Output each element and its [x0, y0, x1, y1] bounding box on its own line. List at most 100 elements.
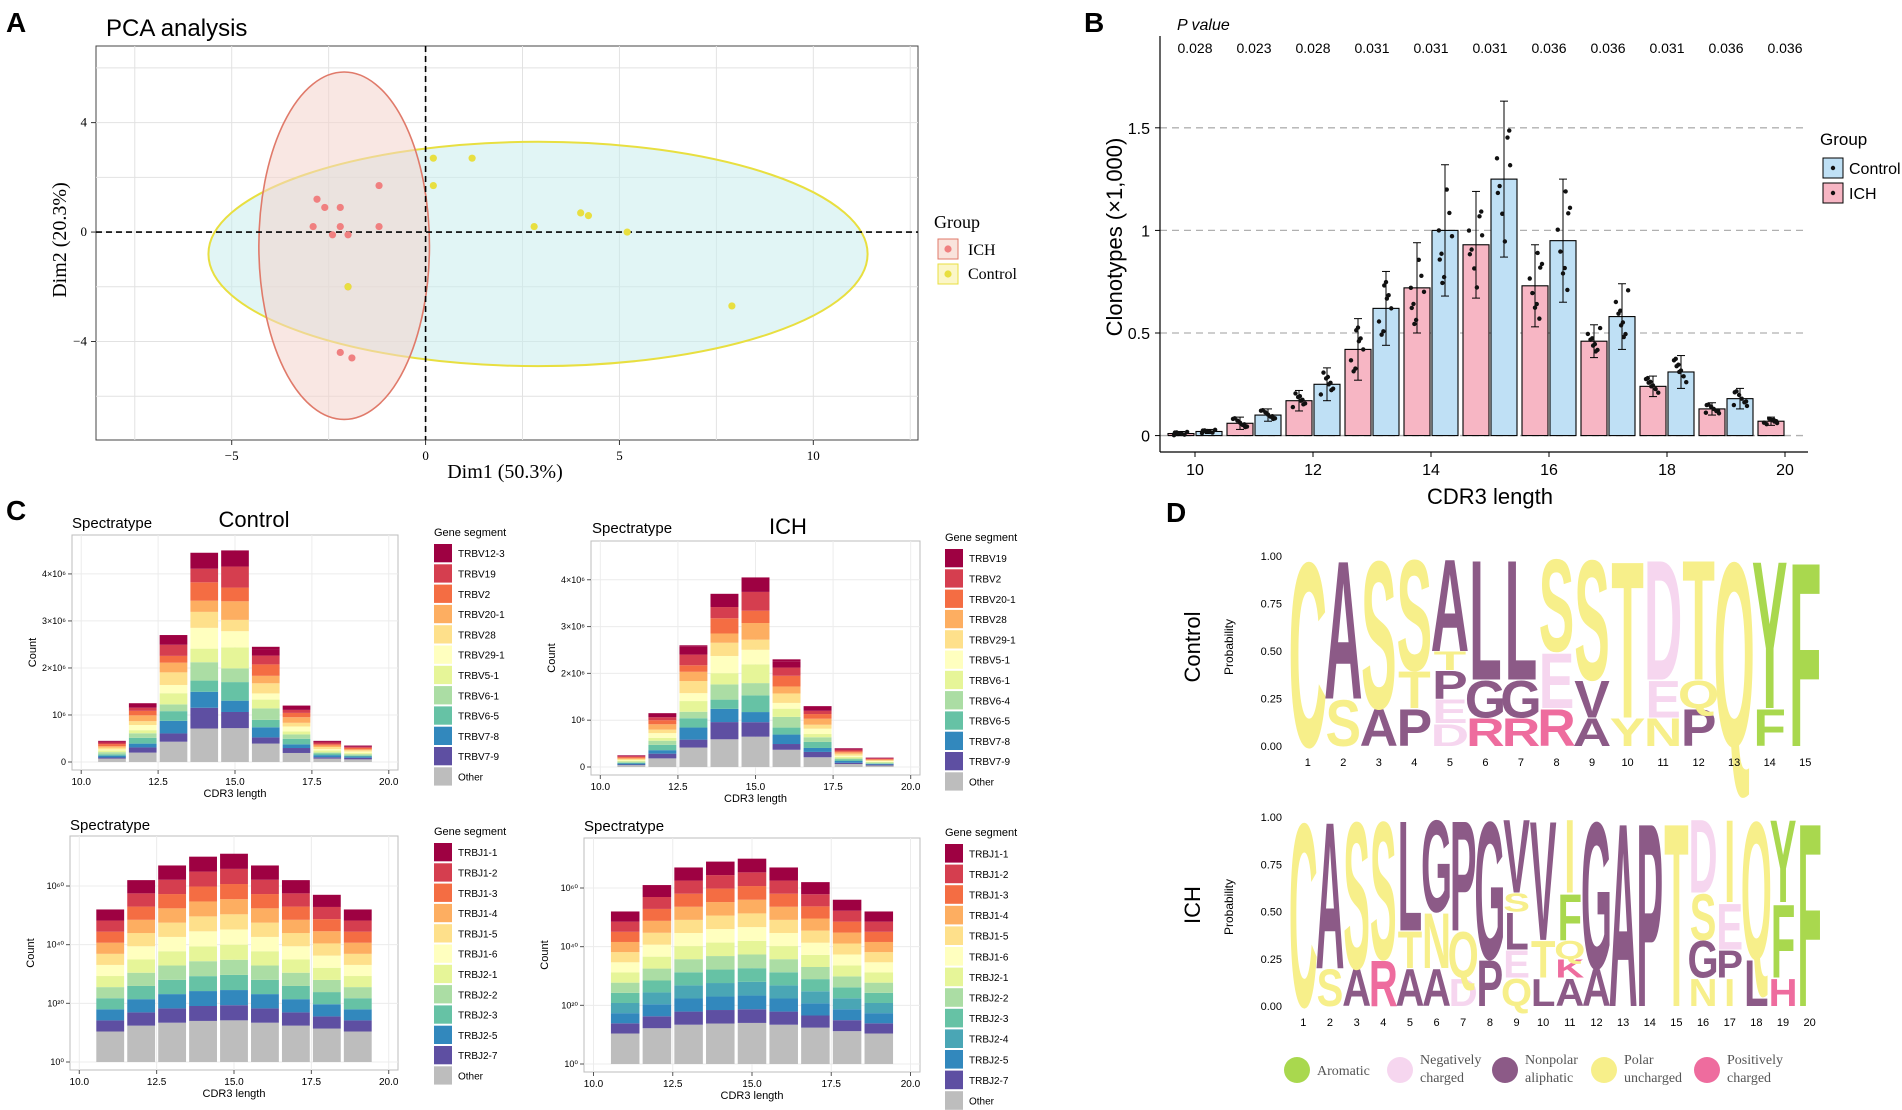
pca-point-ich — [348, 354, 356, 362]
spectratype-segment — [772, 749, 801, 767]
spectratype-segment — [251, 743, 280, 762]
spectratype-segment — [741, 639, 770, 650]
spectratype-y-label: Count — [27, 638, 39, 667]
spectratype-segment — [865, 762, 894, 764]
spectratype-segment — [282, 731, 311, 735]
logo-letter-N: N — [1689, 971, 1718, 1015]
spectratype-legend-label: TRBJ2-2 — [969, 994, 1009, 1005]
spectratype-x-tick-label: 10.0 — [584, 1079, 604, 1090]
logo-letter-F: F — [1558, 881, 1582, 955]
logo-position-label: 14 — [1644, 1017, 1656, 1029]
spectratype-legend-label: TRBJ1-2 — [458, 868, 498, 879]
spectratype-legend-swatch — [945, 731, 963, 750]
spectratype-segment — [251, 655, 280, 665]
logo-legend-label-line: charged — [1420, 1071, 1464, 1086]
spectratype-segment — [679, 718, 708, 728]
spectratype-segment — [674, 906, 703, 920]
spectratype-segment — [158, 1008, 187, 1023]
spectratype-segment — [251, 894, 279, 909]
clonotype-sample-point-control — [1567, 205, 1573, 211]
clonotype-legend-dot-control — [1830, 165, 1836, 171]
logo-letter-Q: Q — [1713, 509, 1754, 803]
spectratype-segment — [772, 734, 801, 745]
clonotype-sample-point-ich — [1704, 402, 1709, 408]
spectratype-segment — [220, 990, 248, 1006]
spectratype-segment — [159, 672, 188, 685]
clonotype-sample-point-control — [1212, 427, 1218, 433]
spectratype-x-tick-label: 12.5 — [668, 782, 688, 793]
clonotype-sample-point-ich — [1290, 404, 1296, 410]
spectratype-legend-label: TRBJ2-4 — [969, 1035, 1009, 1046]
logo-letter-L: L — [1531, 971, 1555, 1015]
pca-panel: PCA analysis Dim1 (50.3%) Dim2 (20.3%) G… — [49, 15, 1017, 483]
spectratype-segment — [642, 885, 672, 897]
spectratype-segment — [190, 648, 219, 663]
spectratype-segment — [158, 865, 187, 880]
pvalue-label: 0.028 — [1177, 40, 1212, 56]
logo-letter-R: R — [1537, 699, 1575, 758]
clonotype-sample-point-control — [1566, 211, 1571, 216]
spectratype-segment — [803, 751, 832, 758]
spectratype-segment — [706, 902, 735, 916]
spectratype-segment — [251, 708, 280, 720]
spectratype-segment — [189, 931, 217, 947]
spectratype-segment — [344, 754, 372, 756]
logo-letter-P: P — [1477, 947, 1504, 1021]
spectratype-segment — [648, 737, 677, 741]
spectratype-chart: 0 10⁶ 2×10⁶ 3×10⁶ 4×10⁶ 10.0 12.5 15.0 17.5 20.0 C… — [546, 532, 1017, 805]
spectratype-segment — [648, 724, 677, 730]
spectratype-segment — [674, 893, 703, 907]
clonotype-sample-point-ich — [1416, 257, 1421, 262]
spectratype-segment — [251, 649, 280, 656]
spectratype-segment — [801, 1027, 830, 1064]
clonotype-sample-point-ich — [1585, 331, 1591, 337]
spectratype-legend-swatch — [945, 691, 963, 710]
clonotype-sample-point-control — [1562, 265, 1567, 271]
spectratype-segment — [803, 710, 832, 715]
panel-label-d: D — [1166, 497, 1186, 528]
logo-legend-swatch — [1284, 1057, 1310, 1083]
pca-point-control — [623, 228, 631, 236]
pca-title: PCA analysis — [106, 15, 247, 42]
spectratype-segment — [772, 661, 801, 668]
spectratype-legend-label: Other — [969, 1097, 995, 1108]
spectratype-segment — [865, 757, 894, 759]
spectratype-x-tick-label: 15.0 — [746, 782, 766, 793]
pvalue-label: 0.023 — [1236, 40, 1271, 56]
spectratype-segment — [128, 733, 157, 738]
spectratype-segment — [251, 1022, 279, 1062]
clonotype-sample-point-ich — [1409, 305, 1414, 311]
clonotype-sample-point-control — [1555, 227, 1560, 232]
spectratype-segment — [344, 757, 372, 760]
logo-letter-L: L — [1504, 902, 1528, 961]
spectratype-segment — [610, 941, 640, 953]
spectratype-segment — [313, 755, 342, 758]
spectratype-x-tick-label: 15.0 — [225, 777, 245, 788]
clonotype-sample-point-control — [1389, 306, 1394, 311]
spectratype-y-tick-label: 10⁶⁰ — [561, 883, 579, 893]
spectratype-segment — [610, 982, 640, 993]
spectratype-segment — [221, 587, 249, 602]
logo-position-label: 7 — [1518, 757, 1524, 769]
spectratype-segment — [312, 919, 341, 932]
logo-letter-L: L — [1744, 947, 1768, 1021]
pca-y-tick-label: 0 — [81, 224, 88, 239]
spectratype-segment — [706, 915, 735, 930]
logo-letter-A: A — [1342, 959, 1371, 1018]
spectratype-segment — [737, 981, 767, 996]
spectratype-segment — [344, 755, 372, 757]
clonotype-sample-point-control — [1381, 329, 1386, 334]
spectratype-segment — [159, 704, 188, 712]
spectratype-legend-swatch — [434, 883, 452, 902]
clonotype-sample-point-control — [1203, 429, 1208, 434]
spectratype-segment — [865, 763, 894, 765]
spectratype-segment — [128, 730, 157, 734]
spectratype-segment — [617, 762, 646, 764]
logo-letter-G: G — [1474, 781, 1505, 1001]
spectratype-legend-swatch — [434, 863, 452, 882]
spectratype-segment — [710, 633, 739, 643]
spectratype-segment — [128, 715, 157, 722]
spectratype-segment — [832, 921, 862, 933]
spectratype-segment — [710, 607, 739, 619]
logo-letter-F: F — [1753, 699, 1786, 758]
